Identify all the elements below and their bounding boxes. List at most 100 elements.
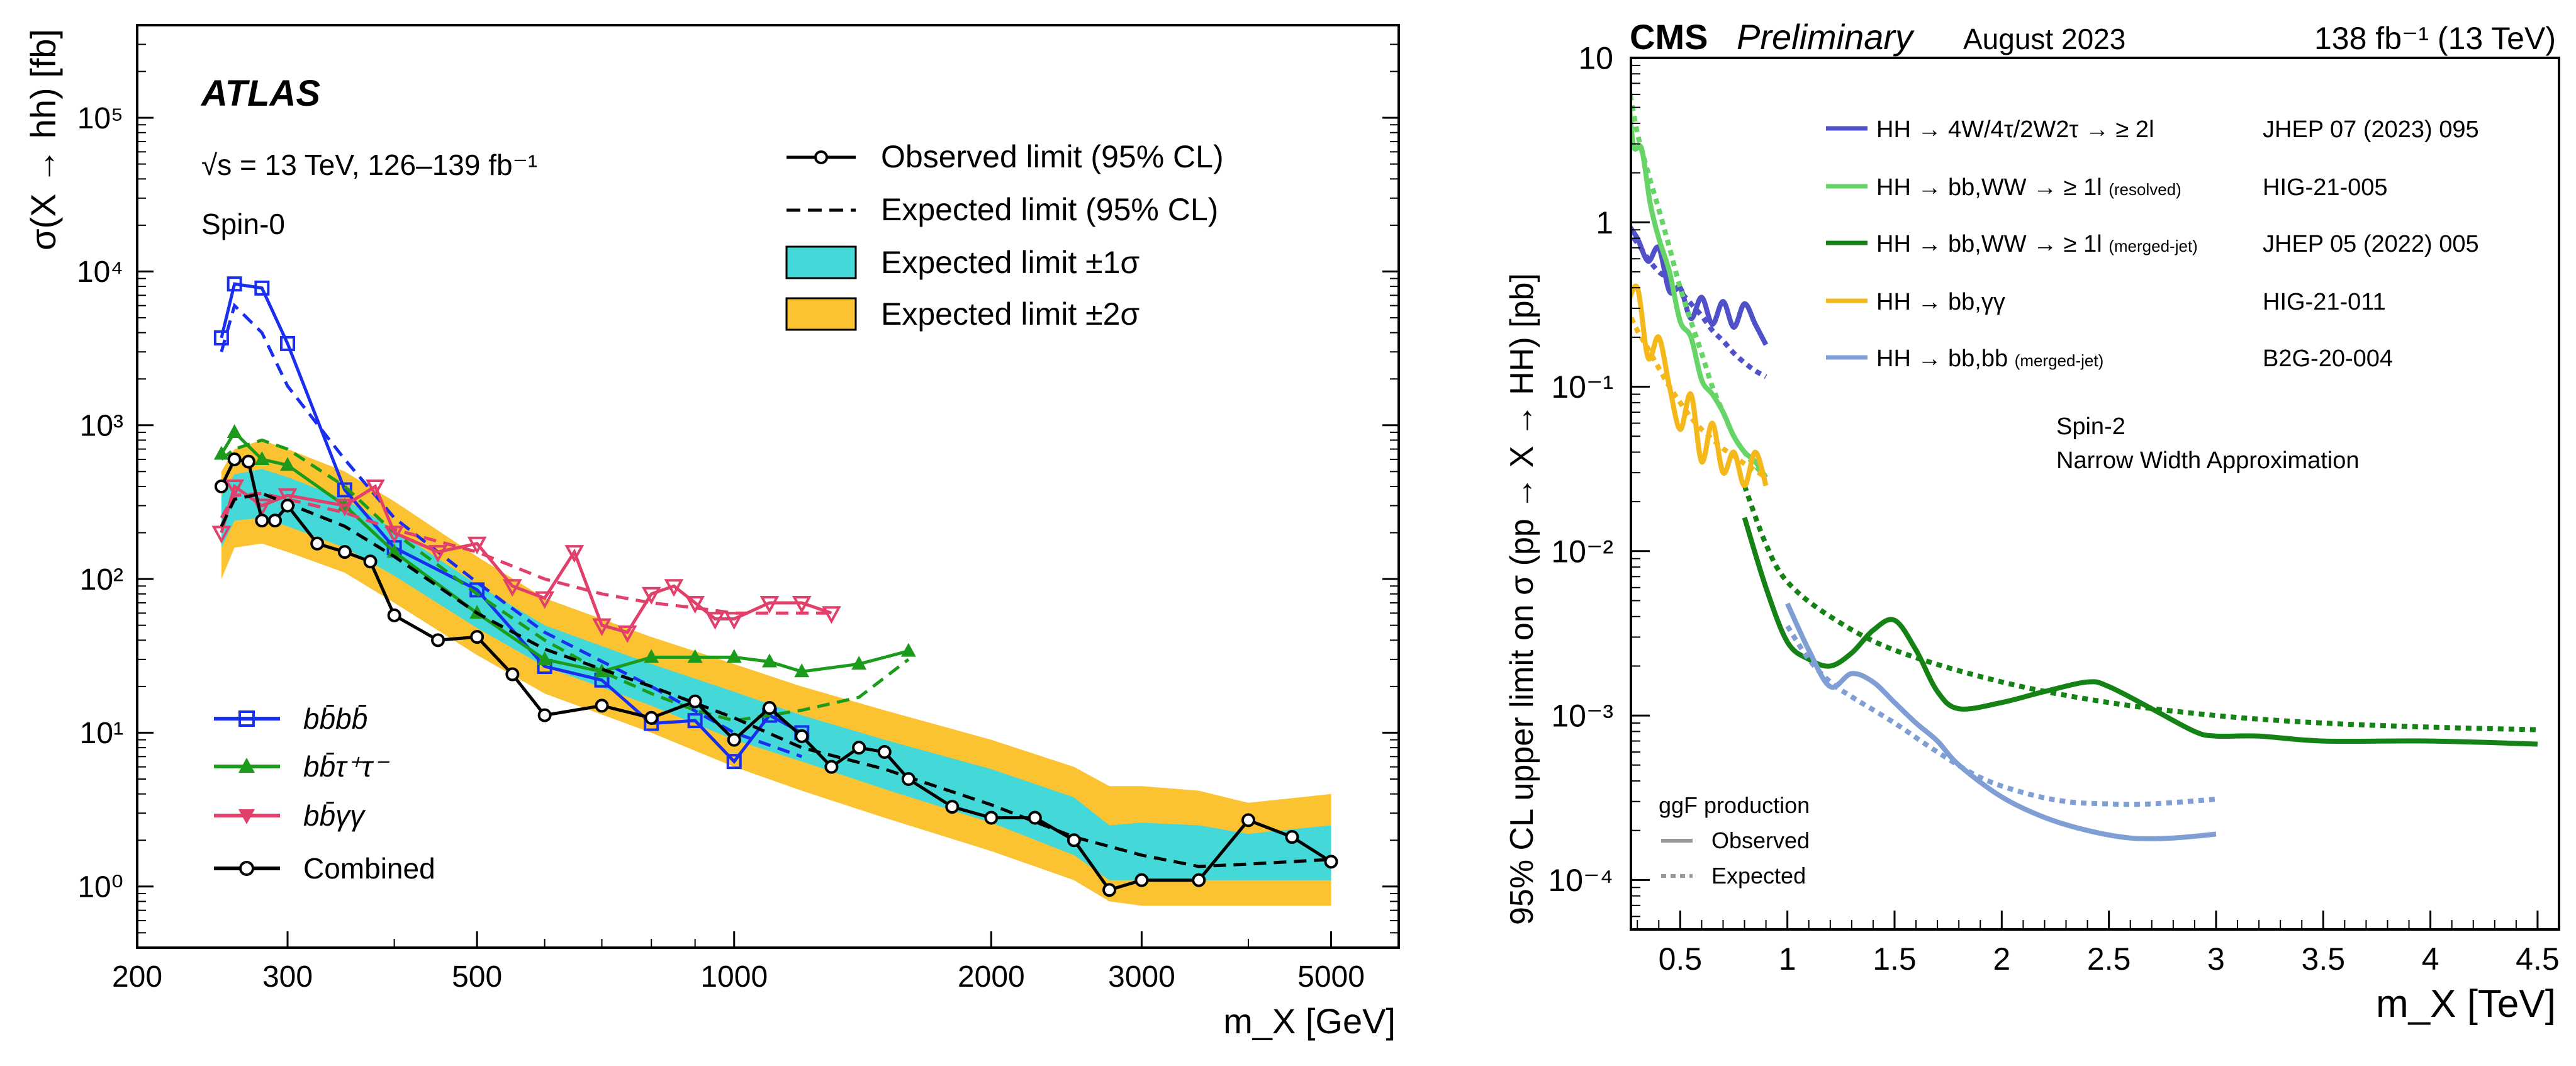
cms-legend-multilepton-ref: JHEP 07 (2023) 095	[2263, 116, 2479, 143]
cms-ytick-label-0: 10⁻⁴	[1548, 863, 1614, 898]
atlas-bb-point	[428, 545, 448, 563]
cms-xtick-label-4-5: 4.5	[2516, 941, 2560, 977]
legend-observed-marker	[814, 150, 828, 164]
atlas-bb-point	[280, 457, 296, 471]
atlas-bb-point	[211, 525, 232, 544]
atlas-combined-point	[877, 744, 892, 759]
legend-combined-marker	[239, 861, 254, 876]
atlas-bb-point	[705, 612, 725, 630]
cms-panel: CMS Preliminary August 2023 138 fb⁻¹ (13…	[1504, 17, 2560, 1026]
atlas-spin-label: Spin-0	[201, 208, 285, 240]
atlas-combined-point	[644, 710, 659, 725]
legend-combined-label: Combined	[303, 852, 435, 885]
atlas-combined-point	[727, 732, 741, 747]
atlas-bb-point	[644, 649, 659, 663]
cms-hh-4w-4-2w2-2l-observed-line	[1631, 223, 1769, 346]
atlas-combined-point	[1028, 811, 1042, 825]
atlas-ytick-label-1: 10¹	[80, 717, 123, 750]
atlas-combined-point	[310, 536, 325, 551]
atlas-bb-point	[792, 595, 812, 614]
atlas-x-axis-label: m_X [GeV]	[1223, 1001, 1396, 1041]
atlas-combined-point	[595, 699, 609, 713]
legend-bbtautau-label: bb̄τ⁺τ⁻	[303, 750, 390, 783]
atlas-combined-point	[1134, 873, 1149, 887]
atlas-bb-point	[900, 642, 916, 657]
atlas-bb-observed-line	[220, 483, 832, 634]
atlas-bb-point	[685, 595, 705, 614]
atlas-combined-point	[984, 811, 999, 825]
atlas-combined-point	[268, 513, 283, 528]
cms-nwa-annotation: Narrow Width Approximation	[2056, 447, 2360, 474]
cms-experiment-label: CMS	[1630, 17, 1708, 57]
cms-x-axis-label: m_X [TeV]	[2376, 982, 2556, 1026]
cms-legend-bbyy-ref: HIG-21-011	[2263, 289, 2386, 315]
atlas-bbbb-point	[213, 330, 229, 345]
cms-hh-bb-observed-line	[1631, 283, 1769, 488]
cms-date-label: August 2023	[1963, 23, 2125, 55]
atlas-combined-point	[1285, 830, 1299, 844]
atlas-combined-point	[1324, 855, 1338, 869]
cms-legend-bbbb-ref: B2G-20-004	[2263, 345, 2393, 372]
cms-ytick-label-1: 10⁻³	[1551, 699, 1613, 734]
cms-xtick-label-3-5: 3.5	[2302, 941, 2346, 977]
atlas-combined-point	[688, 694, 702, 709]
atlas-bbbb-expected-line	[220, 302, 803, 758]
atlas-combined-point	[337, 545, 352, 559]
cms-xtick-label-3: 3	[2207, 941, 2225, 977]
cms-legend-bbww-merged-ref: JHEP 05 (2022) 005	[2263, 231, 2479, 257]
legend-bbyy-marker	[238, 809, 255, 824]
atlas-bb-point	[761, 653, 777, 668]
atlas-bb-point	[537, 651, 552, 665]
atlas-combined-observed-line	[220, 457, 1332, 892]
atlas-xtick-label-3000: 3000	[1108, 960, 1175, 994]
atlas-bbbb-point	[726, 754, 742, 770]
atlas-combined-point	[901, 771, 916, 786]
atlas-bbbb-point	[227, 276, 242, 292]
cms-xtick-label-2: 2	[1993, 941, 2010, 977]
atlas-bb-point	[535, 591, 554, 609]
cms-xtick-label-4: 4	[2422, 941, 2439, 977]
cms-series-group	[1631, 84, 2538, 841]
cms-ytick-label-2: 10⁻²	[1551, 534, 1613, 569]
atlas-bbbb-point	[337, 482, 352, 498]
legend-2sigma-label: Expected limit ±2σ	[881, 296, 1140, 332]
atlas-bb-point	[386, 544, 402, 558]
atlas-bb-point	[687, 649, 703, 663]
atlas-combined-point	[241, 454, 255, 469]
atlas-bb-point	[366, 480, 385, 498]
cms-xtick-label-1: 1	[1779, 941, 1796, 977]
atlas-bb-point	[794, 663, 810, 678]
atlas-ytick-label-2: 10²	[80, 563, 123, 597]
atlas-combined-point	[1102, 883, 1117, 897]
atlas-legend-channels: bb̄bb̄ bb̄τ⁺τ⁻ bb̄γγ Combined	[214, 702, 435, 885]
cms-preliminary-label: Preliminary	[1737, 17, 1915, 57]
cms-lumi-label: 138 fb⁻¹ (13 TeV)	[2314, 21, 2556, 56]
atlas-ytick-label-0: 10⁰	[77, 871, 123, 904]
cms-plot-frame	[1630, 57, 2560, 931]
legend-bbyy-label: bb̄γγ	[303, 799, 366, 832]
atlas-ytick-label-3: 10³	[80, 410, 123, 443]
atlas-xtick-label-2000: 2000	[958, 960, 1025, 994]
atlas-legend-top: Observed limit (95% CL) Expected limit (…	[785, 139, 1224, 332]
legend-bbtautau-marker	[238, 758, 255, 773]
cms-style-expected-label: Expected	[1711, 863, 1806, 889]
cms-hh-bb-bb-merged-jet-observed-line	[1785, 602, 2217, 841]
legend-observed-label: Observed limit (95% CL)	[881, 139, 1224, 174]
atlas-bb-point	[851, 656, 867, 670]
atlas-bb-point	[641, 586, 661, 605]
atlas-xtick-label-200: 200	[112, 960, 162, 994]
atlas-combined-point	[762, 701, 776, 715]
cms-legend-multilepton-label: HH → 4W/4τ/2W2τ → ≥ 2l	[1876, 116, 2154, 143]
cms-legend-channels: HH → 4W/4τ/2W2τ → ≥ 2l JHEP 07 (2023) 09…	[1826, 116, 2479, 372]
atlas-combined-point	[1192, 873, 1206, 887]
atlas-bb-point	[254, 451, 270, 465]
atlas-panel: 200 300 500 1000 2000 3000 5000 10⁰ 10¹ 10² 10³ 10⁴…	[23, 24, 1400, 1041]
atlas-combined-point	[431, 633, 445, 648]
cms-legend-style: ggF production Observed Expected	[1659, 792, 1810, 889]
atlas-bb-expected-line	[220, 438, 910, 722]
atlas-combined-point	[505, 667, 520, 682]
atlas-bb-point	[467, 536, 487, 554]
cms-xtick-label-2-5: 2.5	[2087, 941, 2131, 977]
cms-legend-bbww-resolved-ref: HIG-21-005	[2263, 174, 2388, 201]
